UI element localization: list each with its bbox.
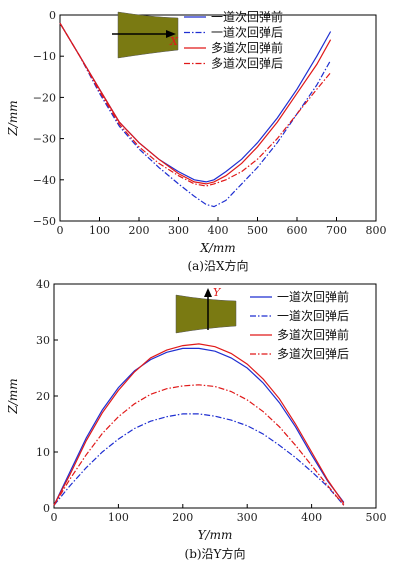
series-line-4 xyxy=(59,22,332,187)
arrow-x-head-icon xyxy=(166,30,176,38)
y-tick-label: 30 xyxy=(36,334,50,347)
axis-label-x-b: Y/mm xyxy=(198,528,233,542)
series-line-3 xyxy=(53,343,345,506)
y-tick-label: −30 xyxy=(33,133,56,146)
x-tick-label: 600 xyxy=(287,224,308,237)
inset-sheet-y: Y xyxy=(175,286,237,334)
y-tick-label: 40 xyxy=(36,278,50,291)
arrow-y-head-icon xyxy=(204,288,212,297)
x-tick-label: 200 xyxy=(129,224,150,237)
axis-label-x-a: X/mm xyxy=(199,241,235,255)
x-tick-label: 100 xyxy=(89,224,110,237)
y-tick-label: 0 xyxy=(49,9,56,22)
x-tick-label: 500 xyxy=(366,511,387,524)
panel-a-along-x: 0 100 200 300 400 500 600 700 800 0 −10 −20 −30 −40 −5… xyxy=(6,9,387,273)
inset-axis-label-x: X xyxy=(169,35,179,48)
legend-label: 多道次回弹后 xyxy=(277,347,349,361)
series-group-a xyxy=(59,22,332,208)
series-line-2 xyxy=(59,22,332,208)
legend-label: 一道次回弹前 xyxy=(277,289,349,304)
x-tick-label: 400 xyxy=(208,224,229,237)
tick-group-b: 0 100 200 300 400 500 0 10 20 30 40 xyxy=(36,278,387,524)
y-tick-label: −40 xyxy=(33,174,56,187)
axis-label-y-a: Z/mm xyxy=(6,100,20,136)
x-tick-label: 300 xyxy=(237,511,258,524)
tick-group-a: 0 100 200 300 400 500 600 700 800 0 −10 −20 −30 −40 −5… xyxy=(33,9,387,237)
panel-b-along-y: 0 100 200 300 400 500 0 10 20 30 40 Y 一道次回弹前一道次回弹后… xyxy=(6,278,387,561)
y-tick-label: 20 xyxy=(36,390,50,403)
series-line-1 xyxy=(53,347,345,506)
axis-label-y-b: Z/mm xyxy=(6,378,20,414)
sheet-shape-x xyxy=(117,11,179,59)
series-line-4 xyxy=(53,384,345,506)
y-tick-label: 0 xyxy=(43,502,50,515)
y-tick-label: 10 xyxy=(36,446,50,459)
x-tick-label: 0 xyxy=(57,224,64,237)
x-tick-label: 100 xyxy=(108,511,129,524)
inset-axis-label-y: Y xyxy=(213,286,222,299)
x-tick-label: 800 xyxy=(366,224,387,237)
y-tick-label: −50 xyxy=(33,215,56,228)
y-tick-label: −20 xyxy=(33,91,56,104)
y-tick-label: −10 xyxy=(33,50,56,63)
x-tick-label: 400 xyxy=(301,511,322,524)
series-line-2 xyxy=(53,413,345,506)
x-tick-label: 300 xyxy=(168,224,189,237)
legend-label: 多道次回弹后 xyxy=(211,57,283,71)
legend-label: 一道次回弹前 xyxy=(211,9,283,24)
inset-sheet-x: X xyxy=(112,11,179,59)
caption-b: (b)沿Y方向 xyxy=(185,546,246,561)
legend-label: 多道次回弹前 xyxy=(211,40,283,55)
x-tick-label: 200 xyxy=(172,511,193,524)
series-group-b xyxy=(53,343,345,506)
sheet-shape-y xyxy=(175,294,237,334)
caption-a: (a)沿X方向 xyxy=(187,258,248,273)
x-tick-label: 0 xyxy=(51,511,58,524)
legend-label: 一道次回弹后 xyxy=(277,309,349,323)
series-line-3 xyxy=(59,22,332,185)
legend-label: 一道次回弹后 xyxy=(211,26,283,40)
x-tick-label: 500 xyxy=(247,224,268,237)
x-tick-label: 700 xyxy=(326,224,347,237)
legend-label: 多道次回弹前 xyxy=(277,327,349,342)
